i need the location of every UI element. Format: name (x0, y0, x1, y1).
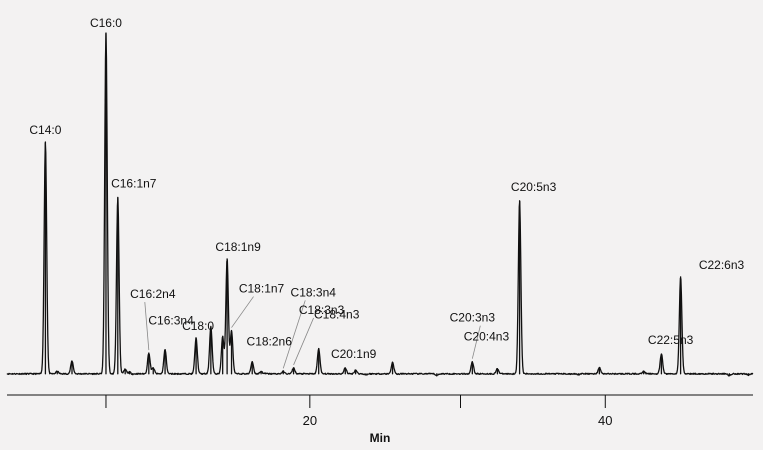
peak-label: C14:0 (29, 123, 61, 137)
peak-label: C16:1n7 (111, 176, 157, 190)
leader-line (144, 302, 150, 351)
peak-label: C22:6n3 (699, 258, 745, 272)
peak-label: C18:2n6 (247, 335, 293, 349)
peak-label: C16:0 (90, 16, 122, 30)
leader-line (231, 296, 254, 328)
leader-line (471, 325, 481, 359)
x-tick-label: 40 (598, 413, 612, 428)
trace-layer (6, 32, 754, 377)
leader-line (282, 300, 306, 369)
peak-label: C20:4n3 (464, 330, 510, 344)
leader-lines (144, 296, 481, 369)
peak-label: C16:2n4 (130, 287, 176, 301)
peak-label: C16:3n4 (148, 314, 194, 328)
peak-label: C18:1n7 (239, 282, 285, 296)
peak-label: C18:4n3 (314, 308, 360, 322)
trace-line (6, 32, 754, 377)
x-axis-title: Min (370, 431, 391, 445)
peak-label: C20:1n9 (331, 347, 377, 361)
peak-label: C20:3n3 (450, 311, 496, 325)
peak-label: C18:0 (182, 319, 214, 333)
peak-label: C20:5n3 (511, 180, 557, 194)
x-axis: 20 40 (7, 394, 753, 428)
leader-line (293, 317, 314, 366)
peak-label: C22:5n3 (648, 333, 694, 347)
peak-label: C18:3n3 (299, 303, 345, 317)
x-tick-label: 20 (303, 413, 317, 428)
peak-label: C18:3n4 (291, 285, 337, 299)
peak-label: C18:1n9 (215, 240, 261, 254)
